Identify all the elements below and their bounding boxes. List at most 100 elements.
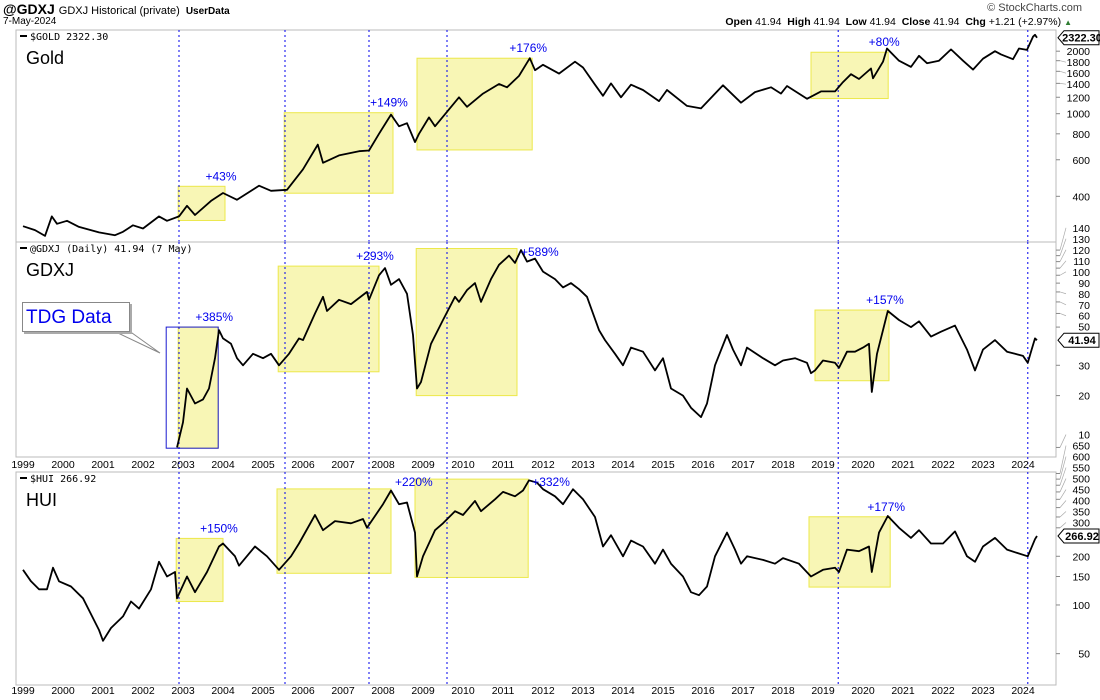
rally-box <box>814 309 890 382</box>
x-tick-label: 2009 <box>411 459 435 471</box>
y-tick-label: 110 <box>1073 256 1090 268</box>
high-value: 41.94 <box>813 16 840 28</box>
y-tick-label: 100 <box>1072 600 1090 612</box>
y-tick-label: 120 <box>1072 245 1090 257</box>
close-label: Close <box>901 16 931 28</box>
symbol: @GDXJ <box>3 1 55 17</box>
last-value-label: 41.94 <box>1068 335 1096 347</box>
y-tick-label: 1600 <box>1067 68 1091 80</box>
y-tick-leader <box>1059 227 1067 251</box>
price-line <box>22 33 1038 237</box>
high-label: High <box>787 16 811 28</box>
y-tick-label: 1800 <box>1067 57 1091 69</box>
low-label: Low <box>845 16 867 28</box>
chart-header: @GDXJ GDXJ Historical (private) UserData <box>3 1 230 17</box>
y-tick-leader <box>1059 478 1067 493</box>
rally-box <box>175 537 224 603</box>
x-tick-label: 2017 <box>731 685 755 697</box>
price-line <box>176 249 1038 448</box>
gain-label: +150% <box>200 521 238 535</box>
x-tick-label: 2003 <box>171 685 195 697</box>
rally-box <box>414 478 529 578</box>
x-tick-label: 2008 <box>371 459 395 471</box>
x-tick-label: 2006 <box>291 685 315 697</box>
last-value-tag <box>1057 332 1100 348</box>
x-tick-label: 1999 <box>11 685 35 697</box>
legend-text: @GDXJ (Daily) 41.94 (7 May) <box>30 244 193 255</box>
x-tick-label: 2018 <box>771 685 795 697</box>
y-tick-label: 10 <box>1078 430 1090 442</box>
legend-swatch <box>20 35 27 37</box>
y-tick-leader <box>1059 301 1067 306</box>
y-tick-label: 90 <box>1078 278 1090 290</box>
rally-box <box>283 112 394 194</box>
x-tick-label: 2023 <box>971 685 995 697</box>
y-tick-leader <box>1059 271 1067 276</box>
chg-value: +1.21 (+2.97%) <box>988 16 1062 28</box>
y-tick-label: 1200 <box>1067 92 1091 104</box>
legend-text: $GOLD 2322.30 <box>30 32 108 43</box>
brand-logo: © StockCharts.com <box>987 2 1082 14</box>
rally-box <box>276 488 392 574</box>
panel-title: Gold <box>26 48 64 68</box>
y-tick-label: 1000 <box>1067 109 1091 121</box>
gain-label: +43% <box>205 169 236 183</box>
rally-box <box>415 248 518 397</box>
x-tick-label: 2000 <box>51 459 75 471</box>
x-tick-label: 2001 <box>91 685 115 697</box>
y-tick-label: 140 <box>1072 223 1090 235</box>
x-tick-label: 2002 <box>131 459 155 471</box>
x-tick-label: 2010 <box>451 685 475 697</box>
x-tick-label: 2006 <box>291 459 315 471</box>
legend-swatch <box>20 477 27 479</box>
x-tick-label: 2010 <box>451 459 475 471</box>
last-value-label: 266.92 <box>1065 531 1099 543</box>
panel-title: HUI <box>26 490 57 510</box>
y-tick-label: 60 <box>1078 311 1090 323</box>
low-value: 41.94 <box>869 16 896 28</box>
x-tick-label: 2002 <box>131 685 155 697</box>
x-tick-label: 2016 <box>691 459 715 471</box>
y-tick-label: 50 <box>1078 322 1090 334</box>
gain-label: +177% <box>867 500 905 514</box>
x-tick-label: 2021 <box>891 459 915 471</box>
x-tick-label: 2019 <box>811 459 835 471</box>
last-value-tag <box>1057 528 1100 544</box>
x-tick-label: 2011 <box>492 685 515 697</box>
x-tick-label: 2007 <box>331 685 355 697</box>
panel-gdxj: +385% +293% +589% +157% @GDXJ (Daily) 41.94 … <box>11 223 1100 472</box>
callout-pointer <box>117 332 161 354</box>
x-tick-label: 2022 <box>931 459 955 471</box>
chart-date: 7-May-2024 <box>3 16 57 27</box>
x-tick-label: 2023 <box>971 459 995 471</box>
y-tick-label: 600 <box>1072 452 1090 464</box>
y-tick-leader <box>1059 249 1067 262</box>
y-tick-leader <box>1059 511 1067 518</box>
x-tick-label: 2013 <box>571 685 595 697</box>
x-tick-label: 2019 <box>811 685 835 697</box>
x-tick-label: 2003 <box>171 459 195 471</box>
y-tick-label: 550 <box>1072 463 1090 475</box>
panel-title: GDXJ <box>26 260 74 280</box>
legend-swatch <box>20 247 27 249</box>
x-tick-label: 2021 <box>891 685 915 697</box>
y-tick-label: 30 <box>1078 360 1090 372</box>
x-tick-label: 2000 <box>51 685 75 697</box>
x-tick-label: 2004 <box>211 459 235 471</box>
rally-box <box>277 265 380 373</box>
y-tick-leader <box>1059 60 1067 63</box>
y-tick-label: 150 <box>1072 571 1090 583</box>
y-tick-leader <box>1059 83 1067 85</box>
y-tick-leader <box>1059 291 1067 295</box>
gain-label: +220% <box>395 475 433 489</box>
y-tick-label: 450 <box>1072 485 1090 497</box>
gain-label: +157% <box>866 293 904 307</box>
x-tick-label: 2020 <box>851 685 875 697</box>
y-tick-leader <box>1059 238 1067 256</box>
x-tick-label: 2022 <box>931 685 955 697</box>
y-tick-label: 2000 <box>1067 46 1091 58</box>
rally-box <box>416 57 533 151</box>
gain-label: +293% <box>356 249 394 263</box>
x-tick-label: 2007 <box>331 459 355 471</box>
